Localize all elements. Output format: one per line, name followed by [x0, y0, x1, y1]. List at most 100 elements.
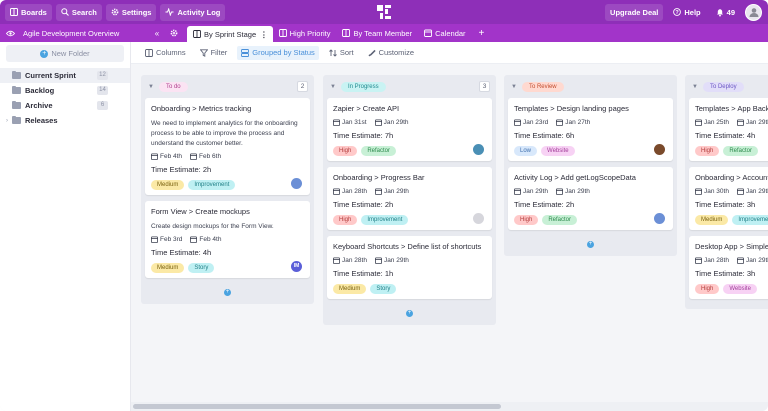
card-dates: Jan 23rd Jan 27th: [514, 119, 667, 126]
assignee-avatar[interactable]: [654, 213, 665, 224]
calendar-icon: [695, 257, 702, 264]
assignee-avatar[interactable]: [654, 144, 665, 155]
sidebar-item-releases[interactable]: › Releases: [0, 113, 130, 128]
tag-badge: Medium: [151, 179, 185, 190]
start-date-value: Jan 31st: [342, 119, 367, 126]
task-card[interactable]: Keyboard Shortcuts > Define list of shor…: [327, 236, 492, 299]
start-date: Jan 29th: [514, 188, 548, 195]
view-settings-button[interactable]: [164, 24, 187, 42]
task-card[interactable]: Templates > App Backend Jan 25th Jan 29th T…: [689, 98, 768, 161]
help-button[interactable]: ? Help: [668, 4, 705, 21]
plus-icon: +: [224, 288, 231, 296]
user-avatar[interactable]: [745, 3, 762, 21]
sidebar-item-current-sprint[interactable]: Current Sprint 12: [0, 68, 130, 83]
end-date: Jan 29th: [736, 188, 768, 195]
sidebar-item-archive[interactable]: Archive 6: [0, 98, 130, 113]
sidebar-item-backlog[interactable]: Backlog 14: [0, 83, 130, 98]
start-date-value: Feb 3rd: [160, 236, 183, 243]
group-by-label: Grouped by Status: [252, 48, 315, 57]
calendar-icon: [333, 119, 340, 126]
settings-button[interactable]: Settings: [105, 3, 157, 21]
tag-badge: Refactor: [542, 214, 578, 225]
board-view-icon: [193, 30, 201, 38]
activity-log-button[interactable]: Activity Log: [160, 3, 226, 21]
column-header[interactable]: ▼ To Deploy: [689, 79, 768, 94]
tab-by-sprint-stage[interactable]: By Sprint Stage ⋮: [187, 26, 273, 42]
end-date-value: Jan 27th: [565, 119, 591, 126]
group-icon: [241, 48, 250, 57]
task-card[interactable]: Activity Log > Add getLogScopeData Jan 29…: [508, 167, 673, 230]
status-badge: In Progress: [340, 81, 386, 92]
board-view-icon: [278, 29, 287, 37]
assignee-avatar[interactable]: IM: [291, 261, 302, 272]
add-card-button[interactable]: +: [327, 305, 492, 321]
notifications-button[interactable]: 49: [711, 4, 740, 21]
column-header[interactable]: ▼ To Review: [508, 79, 673, 94]
time-estimate: Time Estimate: 4h: [695, 131, 756, 140]
calendar-icon: [333, 257, 340, 264]
collapse-sidebar-button[interactable]: «: [150, 29, 164, 38]
board-column: ▼ To Review Templates > Design landing pag…: [504, 75, 677, 256]
start-date-value: Jan 28th: [342, 188, 367, 195]
add-card-button[interactable]: +: [145, 284, 310, 300]
chevron-down-icon[interactable]: ▼: [148, 83, 154, 90]
column-header[interactable]: ▼ In Progress 3: [327, 79, 492, 94]
assignee-avatar[interactable]: [473, 144, 484, 155]
chevron-down-icon[interactable]: ▼: [692, 83, 698, 90]
chevron-right-icon[interactable]: ›: [6, 117, 8, 124]
filter-button[interactable]: Filter: [196, 46, 232, 60]
board-view-icon: [342, 29, 351, 37]
customize-button[interactable]: Customize: [364, 46, 418, 60]
task-card[interactable]: Form View > Create mockups Create design …: [145, 201, 310, 278]
add-view-button[interactable]: +: [472, 28, 492, 39]
group-by-button[interactable]: Grouped by Status: [237, 45, 319, 60]
filter-icon: [199, 48, 208, 57]
tab-high-priority[interactable]: High Priority: [273, 24, 337, 42]
column-card-count: 3: [479, 81, 490, 92]
task-card[interactable]: Onboarding > Metrics tracking We need to …: [145, 98, 310, 195]
assignee-avatar[interactable]: [473, 213, 484, 224]
tab-by-team-member[interactable]: By Team Member: [336, 24, 418, 42]
calendar-icon: [514, 119, 521, 126]
task-card[interactable]: Desktop App > Simple Jan 28th Jan 29th Time…: [689, 236, 768, 299]
tab-calendar[interactable]: Calendar: [418, 24, 471, 42]
card-dates: Jan 30th Jan 29th: [695, 188, 768, 195]
scrollbar-thumb[interactable]: [133, 404, 501, 409]
task-card[interactable]: Onboarding > Account Jan 30th Jan 29th Time…: [689, 167, 768, 230]
time-estimate: Time Estimate: 4h: [151, 248, 212, 257]
folder-count: 6: [97, 101, 108, 110]
add-card-button[interactable]: +: [508, 236, 673, 252]
chevron-down-icon[interactable]: ▼: [330, 83, 336, 90]
calendar-icon: [514, 188, 521, 195]
end-date: Jan 29th: [736, 119, 768, 126]
tab-menu-icon[interactable]: ⋮: [260, 29, 267, 39]
columns-button[interactable]: Columns: [141, 46, 190, 60]
task-card[interactable]: Onboarding > Progress Bar Jan 28th Jan 29t…: [327, 167, 492, 230]
tag-badge: Improvement: [361, 214, 409, 225]
end-date-value: Jan 29th: [383, 257, 409, 264]
column-header[interactable]: ▼ To do 2: [145, 79, 310, 94]
task-card[interactable]: Zapier > Create API Jan 31st Jan 29th Time …: [327, 98, 492, 161]
card-title: Keyboard Shortcuts > Define list of shor…: [333, 242, 482, 251]
card-tags: Medium Story: [151, 262, 304, 273]
tag-badge: High: [514, 214, 539, 225]
assignee-avatar[interactable]: [291, 178, 302, 189]
new-folder-button[interactable]: + New Folder: [6, 45, 124, 62]
end-date: Feb 6th: [190, 153, 221, 160]
tag-badge: High: [695, 145, 720, 156]
calendar-icon: [374, 188, 382, 195]
search-button[interactable]: Search: [55, 3, 102, 21]
sort-button[interactable]: Sort: [325, 46, 358, 60]
folder-icon: [12, 85, 21, 94]
tag-badge: Website: [541, 145, 575, 156]
upgrade-deal-button[interactable]: Upgrade Deal: [605, 3, 664, 21]
horizontal-scrollbar[interactable]: [131, 402, 768, 411]
project-selector[interactable]: Agile Development Overview: [0, 24, 150, 42]
folder-label: Archive: [25, 101, 53, 110]
boards-button[interactable]: Boards: [5, 3, 52, 21]
tag-badge: Refactor: [361, 145, 397, 156]
eye-icon: [6, 30, 15, 36]
task-card[interactable]: Templates > Design landing pages Jan 23rd…: [508, 98, 673, 161]
chevron-down-icon[interactable]: ▼: [511, 83, 517, 90]
status-badge: To Review: [521, 81, 564, 92]
